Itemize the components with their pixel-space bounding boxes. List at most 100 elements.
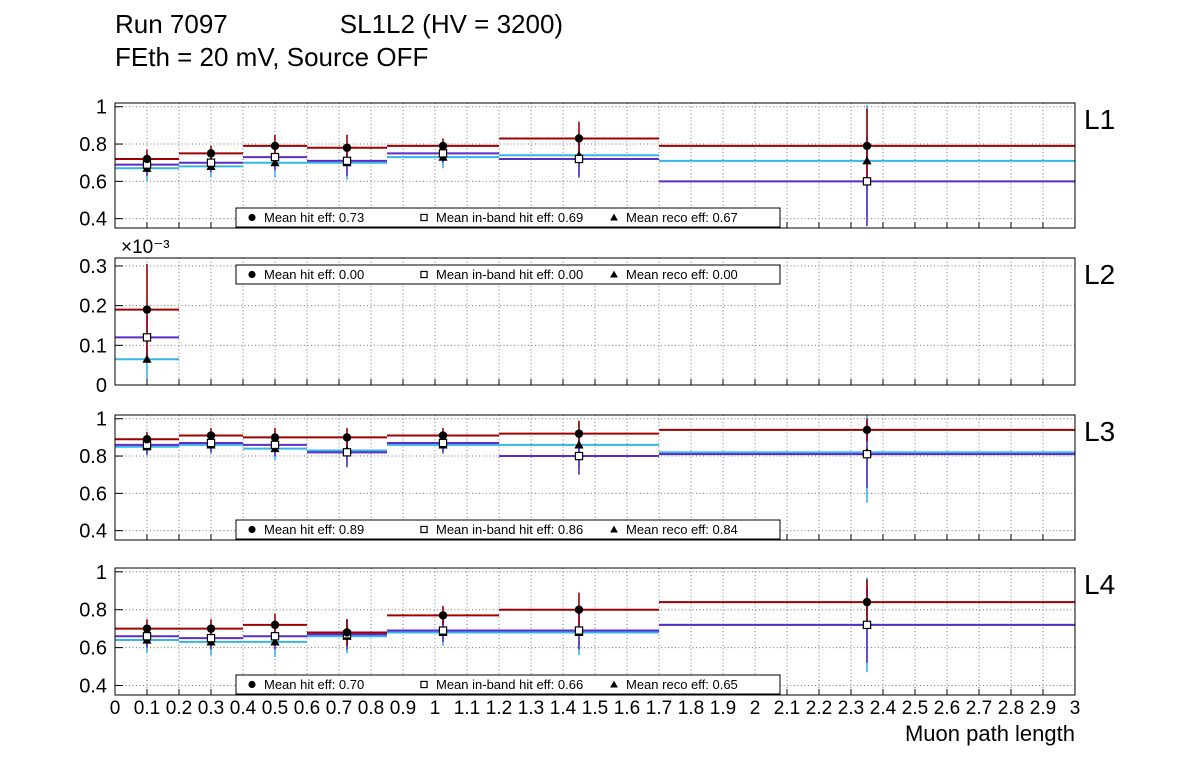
- y-tick-label: 0.4: [79, 209, 107, 231]
- panel-label: L2: [1084, 259, 1115, 290]
- hit-marker: [862, 597, 872, 607]
- x-tick-label: 1.9: [710, 698, 736, 719]
- x-tick-label: 0.2: [166, 698, 192, 719]
- legend-box: [235, 264, 781, 285]
- y-tick-label: 1: [96, 562, 107, 584]
- x-tick-label: 2.9: [1030, 698, 1056, 719]
- x-tick-label: 2.3: [838, 698, 864, 719]
- y-scale-exponent: ×10⁻³: [121, 237, 170, 258]
- x-tick-label: 1.5: [582, 698, 608, 719]
- hit-marker: [342, 628, 352, 637]
- panel-label: L1: [1084, 104, 1115, 135]
- hit-marker: [862, 141, 872, 151]
- legend-entry-label: Mean in-band hit eff: 0.86: [436, 522, 583, 537]
- inband-marker: [574, 451, 584, 461]
- y-tick-label: 0.6: [79, 483, 107, 505]
- legend-entry-label: Mean reco eff: 0.65: [626, 677, 738, 692]
- panel-label: L4: [1084, 569, 1115, 600]
- y-tick-label: 0.8: [79, 134, 107, 156]
- hit-marker: [574, 605, 584, 614]
- legend-entry-label: Mean hit eff: 0.89: [264, 522, 364, 537]
- legend-entry-label: Mean in-band hit eff: 0.69: [436, 210, 583, 225]
- inband-marker: [574, 154, 584, 164]
- inband-marker: [862, 449, 872, 459]
- hit-marker: [248, 270, 256, 279]
- reco-marker: [610, 525, 618, 533]
- x-tick-label: 2: [750, 698, 761, 719]
- panel-frame: [114, 257, 1076, 386]
- y-tick-label: 0.3: [79, 256, 107, 278]
- inband-marker: [206, 633, 216, 643]
- y-tick-label: 0.6: [79, 171, 107, 193]
- hit-marker: [438, 431, 448, 440]
- inband-marker: [420, 270, 428, 279]
- x-axis-labels: 0 0.1 0.2 0.3 0.4 0.5 0.6 0.7 0.8 0.9 1 1.1 1.2 1.3 1.…: [110, 698, 1081, 719]
- legend-entry-label: Mean reco eff: 0.67: [626, 210, 738, 225]
- x-tick-label: 0.5: [262, 698, 288, 719]
- legend-entry-label: Mean in-band hit eff: 0.00: [436, 267, 583, 282]
- x-tick-label: 0.6: [294, 698, 320, 719]
- x-tick-label: 3: [1070, 698, 1081, 719]
- y-tick-label: 0.4: [79, 521, 107, 543]
- reco-marker: [142, 354, 152, 363]
- x-tick-label: 0.9: [390, 698, 416, 719]
- inband-marker: [142, 333, 152, 342]
- hit-marker: [270, 433, 280, 442]
- inband-marker: [862, 177, 872, 186]
- panel-L3: 0.4 0.6 0.8 1 Mean hit eff: 0.89 Mean in-band…: [79, 409, 1115, 543]
- x-tick-label: 2.4: [870, 698, 897, 719]
- legend-box: [235, 519, 781, 540]
- inband-marker: [420, 213, 428, 222]
- plot-titles: Run 7097 SL1L2 (HV = 3200) FEth = 20 mV, …: [115, 8, 563, 73]
- y-tick-label: 0.2: [79, 296, 107, 318]
- x-tick-label: 1.7: [646, 698, 672, 719]
- x-tick-label: 0.4: [230, 698, 257, 719]
- x-tick-label: 1.1: [454, 698, 480, 719]
- inband-marker: [142, 632, 152, 641]
- data-layer: [115, 415, 1075, 503]
- hit-marker: [142, 624, 152, 633]
- panel-L2: 0 0.1 0.2 0.3 Mean hit eff: 0.00 Mean in-band…: [79, 237, 1115, 397]
- reco-marker: [610, 213, 618, 221]
- y-tick-label: 0.8: [79, 600, 107, 622]
- hit-marker: [248, 213, 256, 222]
- legend-entry-label: Mean hit eff: 0.73: [264, 210, 364, 225]
- hit-marker: [862, 425, 872, 435]
- legend-entry-label: Mean reco eff: 0.84: [626, 522, 738, 537]
- hit-marker: [142, 435, 152, 444]
- x-tick-label: 0.8: [358, 698, 384, 719]
- y-tick-label: 0.1: [79, 335, 107, 357]
- panel-frame: [114, 102, 1076, 229]
- inband-marker: [420, 680, 428, 689]
- reco-marker: [862, 156, 872, 165]
- hit-marker: [206, 431, 216, 440]
- y-tick-label: 1: [96, 409, 107, 431]
- reco-marker: [270, 158, 280, 167]
- hit-marker: [438, 141, 448, 151]
- legend-box: [235, 207, 781, 228]
- panel-L1: 0.4 0.6 0.8 1 Mean hit eff: 0.73 Mean in-band…: [79, 97, 1115, 231]
- inband-marker: [574, 626, 584, 635]
- hit-marker: [248, 525, 256, 534]
- hit-marker: [574, 134, 584, 143]
- y-tick-label: 0.4: [79, 676, 107, 698]
- legend-entry-label: Mean reco eff: 0.00: [626, 267, 738, 282]
- x-tick-label: 1.2: [486, 698, 512, 719]
- reco-marker: [270, 637, 280, 646]
- legend-entry-label: Mean in-band hit eff: 0.66: [436, 677, 583, 692]
- inband-marker: [270, 152, 280, 162]
- x-tick-label: 2.2: [806, 698, 832, 719]
- x-tick-label: 1: [430, 698, 441, 719]
- y-tick-label: 1: [96, 97, 107, 119]
- y-tick-label: 0.6: [79, 638, 107, 660]
- data-layer: [115, 577, 1075, 673]
- hit-marker: [248, 680, 256, 689]
- y-tick-label: 0: [96, 375, 107, 397]
- inband-marker: [270, 632, 280, 641]
- hit-marker: [206, 149, 216, 158]
- x-tick-label: 1.6: [614, 698, 640, 719]
- inband-marker: [342, 156, 352, 166]
- inband-marker: [438, 626, 448, 635]
- hit-marker: [342, 143, 352, 152]
